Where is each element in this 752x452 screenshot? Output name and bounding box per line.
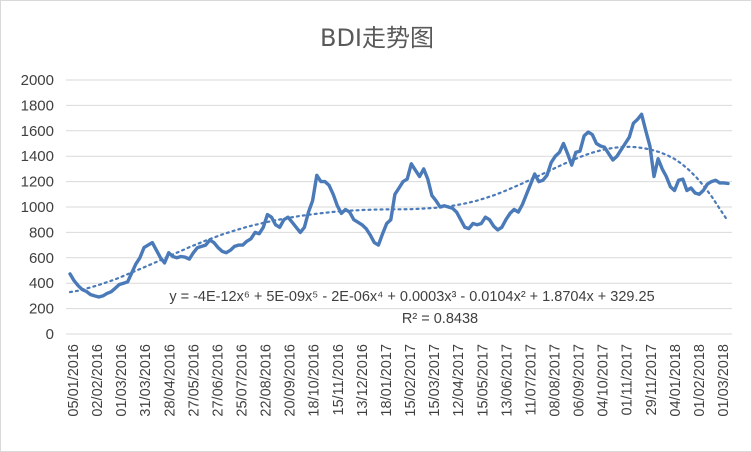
x-tick-label: 01/11/2017 (620, 344, 636, 416)
x-tick-label: 15/11/2016 (331, 344, 347, 416)
gridlines (66, 79, 732, 335)
x-tick-label: 06/09/2017 (572, 344, 588, 417)
x-tick-label: 11/07/2017 (523, 344, 539, 416)
series-line-bdi (68, 112, 730, 299)
x-axis-ticks: 05/01/2016 02/02/2016 01/03/2016 31/03/2016… (66, 344, 732, 417)
x-tick-label: 05/01/2016 (66, 344, 82, 417)
x-tick-label: 22/08/2016 (259, 344, 275, 417)
x-tick-label: 15/03/2017 (427, 344, 443, 417)
chart-title: BDI走势图 (320, 24, 434, 52)
x-tick-label: 12/04/2017 (451, 344, 467, 417)
x-tick-label: 18/10/2016 (307, 344, 323, 417)
y-tick-label: 1400 (21, 148, 54, 165)
x-tick-label: 13/12/2016 (355, 344, 371, 417)
x-tick-label: 08/08/2017 (548, 344, 564, 417)
x-tick-label: 18/01/2017 (379, 344, 395, 417)
x-tick-label: 25/07/2016 (235, 344, 251, 417)
y-axis-ticks: 0 200 400 600 800 1000 1200 1400 1600 1800 2000 (21, 72, 54, 343)
y-tick-label: 400 (29, 275, 54, 292)
y-tick-label: 200 (29, 301, 54, 318)
x-tick-label: 27/05/2016 (186, 344, 202, 417)
x-tick-label: 15/02/2017 (403, 344, 419, 417)
y-tick-label: 1000 (21, 199, 54, 216)
x-tick-label: 27/06/2016 (210, 344, 226, 417)
y-tick-label: 1600 (21, 123, 54, 140)
y-tick-label: 0 (46, 326, 54, 343)
x-tick-label: 04/10/2017 (596, 344, 612, 417)
y-tick-label: 800 (29, 224, 54, 241)
r-squared-label: R² = 0.8438 (402, 311, 478, 327)
x-tick-label: 29/11/2017 (644, 344, 660, 416)
x-tick-label: 01/02/2018 (692, 344, 708, 417)
y-tick-label: 1800 (21, 97, 54, 114)
x-tick-label: 04/01/2018 (668, 344, 684, 417)
y-tick-label: 2000 (21, 72, 54, 89)
y-tick-label: 600 (29, 250, 54, 267)
x-tick-label: 02/02/2016 (90, 344, 106, 417)
x-tick-label: 15/05/2017 (475, 344, 491, 417)
trendline (68, 145, 729, 294)
trendline-equation: y = -4E-12x⁶ + 5E-09x⁵ - 2E-06x⁴ + 0.000… (169, 289, 654, 305)
x-tick-label: 01/03/2018 (716, 344, 732, 417)
y-tick-label: 1200 (21, 174, 54, 191)
x-tick-label: 01/03/2016 (114, 344, 130, 417)
x-tick-label: 31/03/2016 (138, 344, 154, 417)
x-tick-label: 28/04/2016 (162, 344, 178, 417)
x-tick-label: 13/06/2017 (499, 344, 515, 417)
x-tick-label: 20/09/2016 (283, 344, 299, 417)
